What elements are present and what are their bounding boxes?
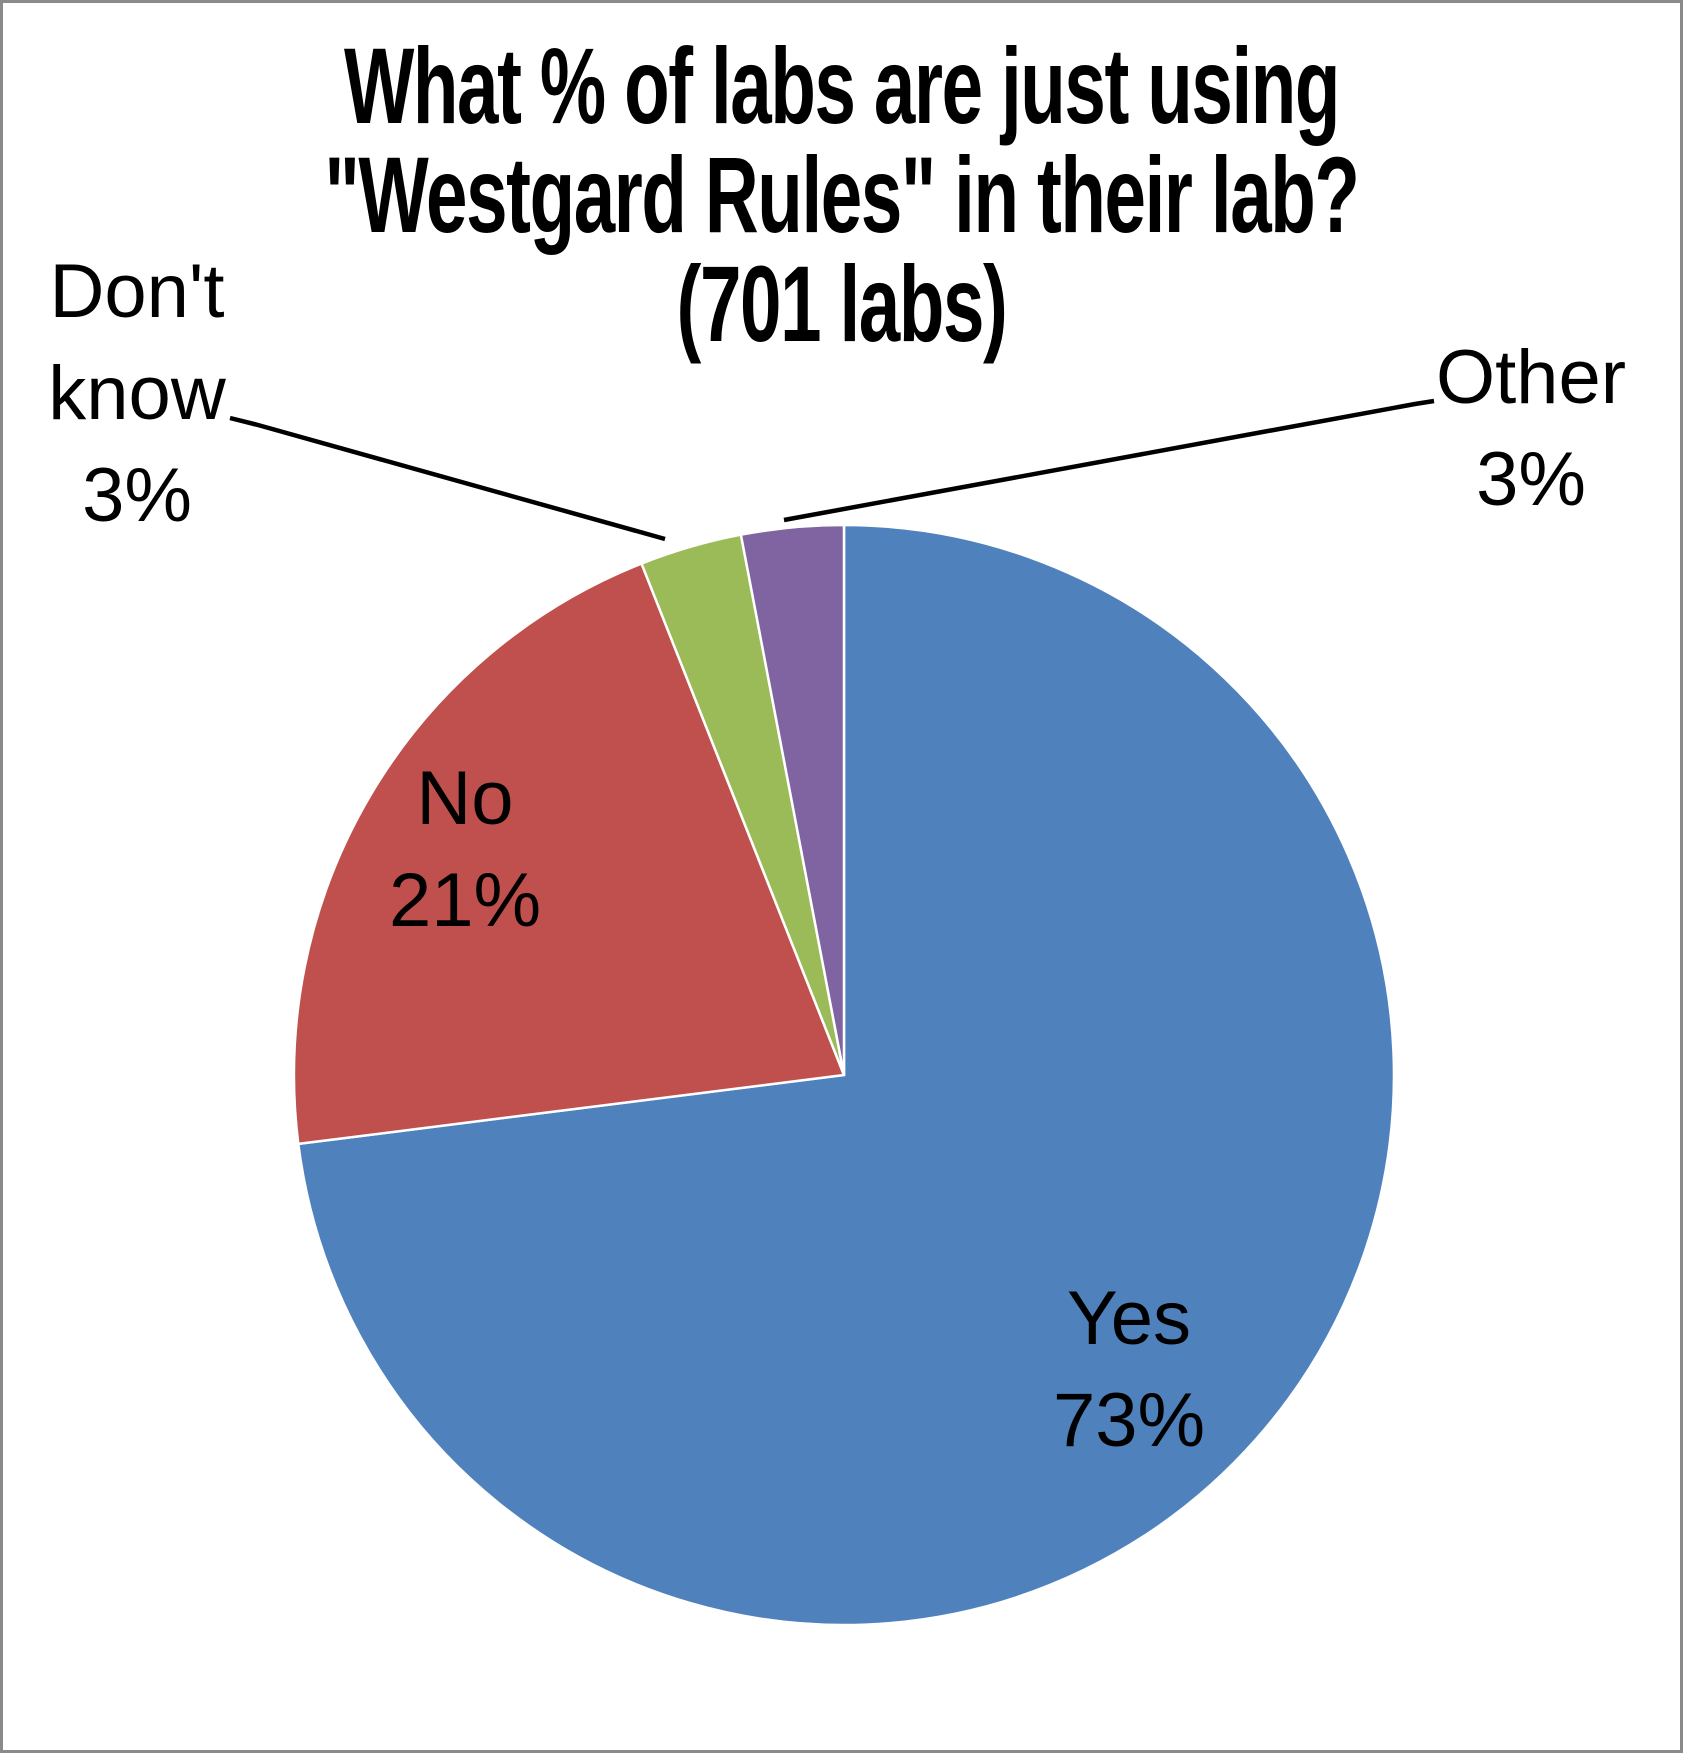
pie-slices-group bbox=[292, 523, 1396, 1627]
other-label: Other 3% bbox=[1393, 327, 1669, 531]
chart-title-line3: (701 labs) bbox=[676, 243, 1008, 364]
yes-label-pct: 73% bbox=[1052, 1378, 1206, 1463]
dont-know-label-pct: 3% bbox=[82, 453, 192, 538]
pie-slice-no bbox=[292, 562, 846, 1146]
dont-know-label: Don't know 3% bbox=[17, 241, 257, 547]
pie-slice-yes bbox=[297, 523, 1396, 1627]
dont-know-label-name-line1: Don't bbox=[49, 249, 225, 334]
other-label-pct: 3% bbox=[1476, 437, 1586, 522]
pie-chart-canvas bbox=[229, 398, 1435, 1627]
dont-know-label-name-line2: know bbox=[48, 351, 226, 436]
dont-know-leader-line bbox=[229, 415, 666, 542]
chart-title: What % of labs are just using "Westgard … bbox=[263, 31, 1420, 358]
yes-label: Yes 73% bbox=[1009, 1268, 1249, 1472]
chart-title-line2: "Westgard Rules" in their lab? bbox=[324, 134, 1359, 255]
yes-label-name: Yes bbox=[1067, 1276, 1191, 1361]
other-leader-line bbox=[783, 398, 1435, 523]
other-label-name: Other bbox=[1435, 335, 1627, 420]
no-label: No 21% bbox=[345, 748, 585, 952]
no-label-pct: 21% bbox=[388, 858, 542, 943]
pie-slice-other bbox=[739, 523, 846, 1077]
no-label-name: No bbox=[416, 756, 514, 841]
chart-title-line1: What % of labs are just using bbox=[343, 25, 1340, 146]
